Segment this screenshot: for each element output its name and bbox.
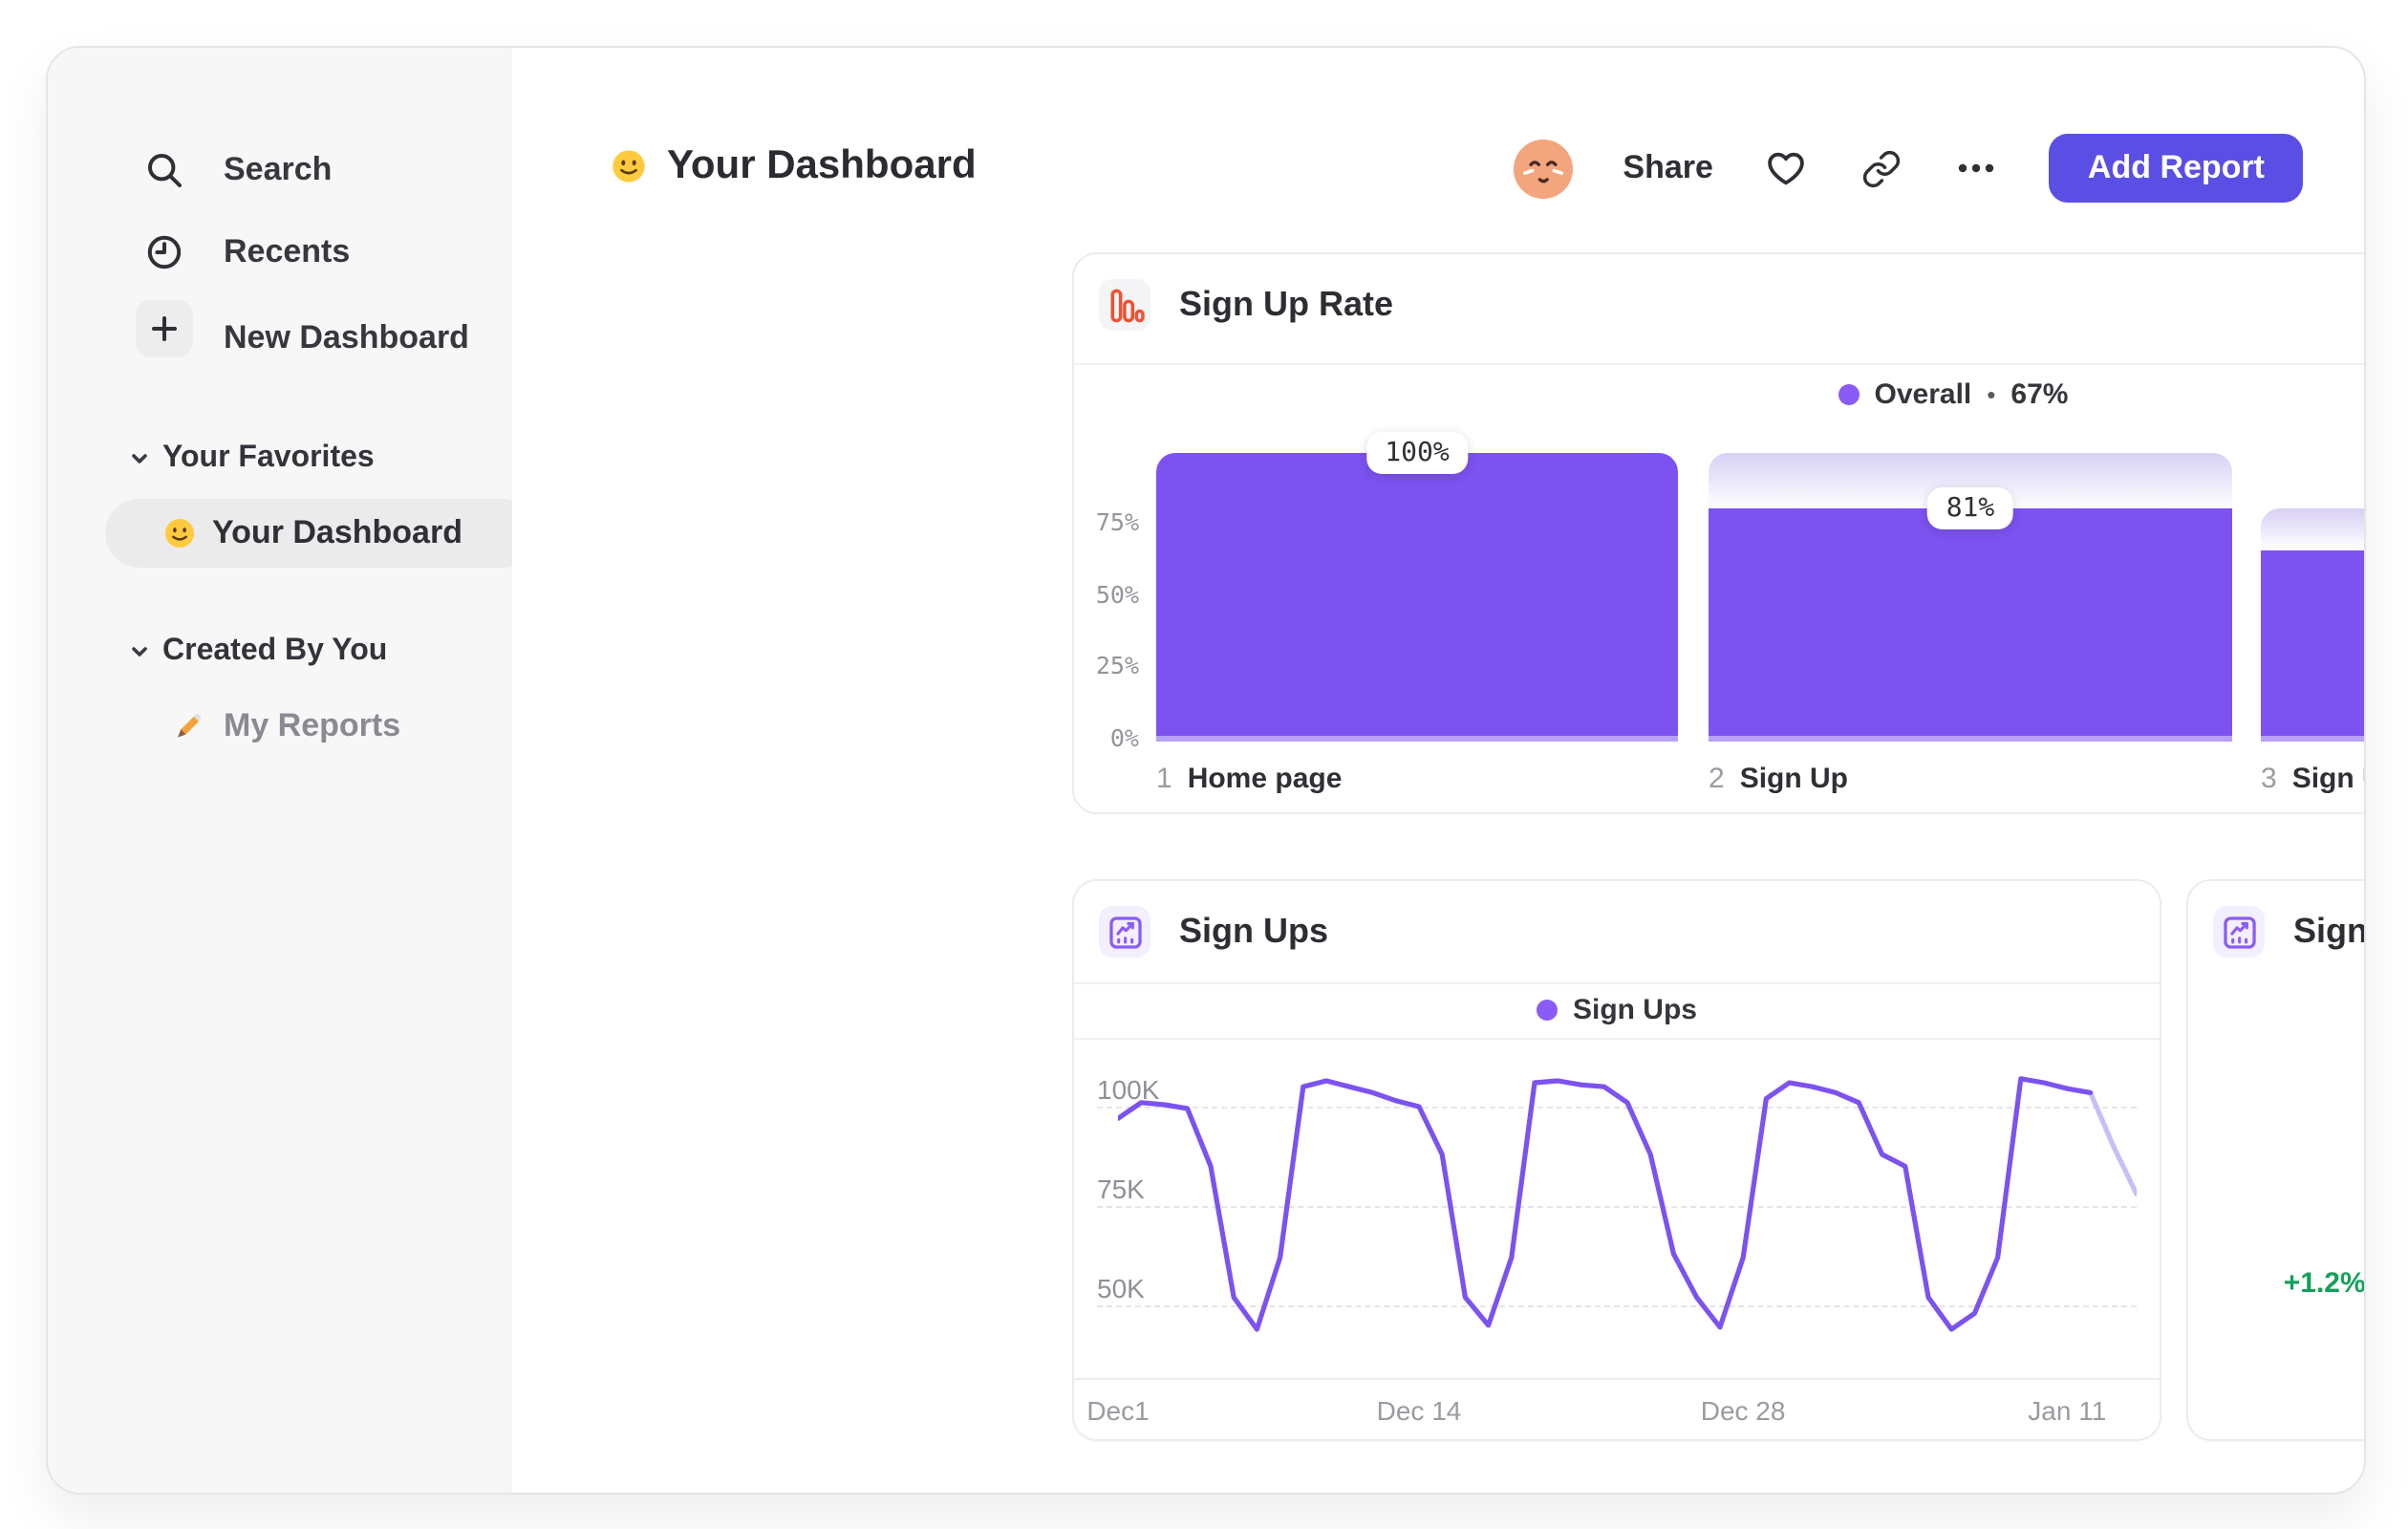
smiley-emoji-icon — [162, 516, 197, 550]
card-title: Sign Ups Today — [2293, 912, 2366, 950]
funnel-chart-icon — [1099, 279, 1150, 331]
step-number: 1 — [1156, 763, 1172, 795]
conversion-label: 100% — [1365, 432, 1469, 474]
stat-delta: +1.2% compared to previous period — [2188, 1267, 2366, 1300]
sign-ups-card: Sign Ups Sign Ups 100K 75K 50K — [1072, 879, 2161, 1441]
x-axis-tick: Dec 14 — [1376, 1395, 1462, 1426]
line-legend[interactable]: Sign Ups — [1074, 980, 2160, 1040]
sidebar-item-search[interactable]: Search — [48, 140, 512, 201]
funnel-bar — [1156, 453, 1678, 742]
line-chart-icon — [2213, 906, 2265, 958]
x-axis-line — [1074, 1378, 2160, 1380]
x-axis-tick: Dec 28 — [1700, 1395, 1786, 1426]
sidebar-item-label: Recents — [224, 233, 351, 269]
funnel-dropoff-gradient — [2261, 507, 2364, 550]
card-header: Sign Up Rate — [1074, 254, 2364, 365]
section-header-label: Created By You — [162, 635, 388, 667]
sidebar-section-created-by-you[interactable]: Created By You — [48, 629, 512, 675]
funnel-step-bar: 81% — [1709, 254, 2232, 812]
sign-ups-line-chart — [1118, 1076, 2137, 1332]
card-title: Sign Ups — [1179, 912, 1329, 950]
plus-icon-box — [136, 300, 193, 357]
line-plot-area: 100K 75K 50K — [1074, 1038, 2160, 1378]
delta-value: +1.2% — [2283, 1267, 2366, 1300]
funnel-step-label: 1 Home page — [1156, 763, 1342, 795]
sidebar-item-label: Search — [224, 151, 333, 187]
card-header: Sign Ups Today — [2188, 881, 2366, 982]
step-number: 3 — [2261, 763, 2277, 795]
funnel-bar — [1709, 507, 2232, 743]
y-axis-tick: 100K — [1097, 1074, 1160, 1105]
recents-icon — [145, 233, 183, 271]
stat-value: 100K — [2188, 1057, 2364, 1193]
funnel-legend[interactable]: Overall • 67% — [1074, 369, 2364, 419]
y-axis-tick: 25% — [1095, 651, 1139, 680]
step-name: Home page — [1187, 763, 1343, 795]
gridline — [1097, 1107, 2137, 1109]
y-axis-tick: 0% — [1109, 723, 1139, 752]
step-number: 2 — [1709, 763, 1725, 795]
chevron-down-icon — [128, 640, 151, 663]
legend-dot — [1838, 383, 1860, 404]
y-axis-tick: 50% — [1095, 579, 1139, 608]
legend-separator: • — [1987, 379, 1996, 408]
more-options-icon[interactable] — [1954, 145, 2000, 191]
avatar[interactable] — [1514, 139, 1574, 198]
add-report-button[interactable]: Add Report — [2049, 134, 2303, 203]
funnel-step-bar: 82% — [2261, 254, 2364, 812]
sidebar-item-your-dashboard[interactable]: Your Dashboard — [105, 499, 537, 568]
legend-value: 67% — [2010, 377, 2069, 410]
legend-dot — [1536, 999, 1558, 1020]
sidebar-item-label: New Dashboard — [224, 319, 469, 355]
app-panel: Search Recents New Dashboard Your Favori… — [46, 46, 2366, 1495]
share-button[interactable]: Share — [1623, 149, 1713, 185]
sidebar-item-label: Your Dashboard — [212, 514, 462, 550]
plus-icon — [152, 316, 177, 341]
funnel-bar — [2261, 549, 2364, 743]
smiley-emoji-icon — [610, 147, 648, 185]
pencil-icon — [170, 707, 204, 742]
conversion-label: 81% — [1926, 486, 2014, 529]
sidebar-section-your-favorites[interactable]: Your Favorites — [48, 436, 512, 482]
main-content: Your Dashboard Share Add Report — [512, 48, 2364, 1493]
sign-ups-today-card: Sign Ups Today 100K Unique Users +1.2% c… — [2186, 879, 2366, 1441]
y-axis-tick: 75% — [1095, 506, 1139, 536]
step-name: Sign Up Confirmation — [2291, 763, 2364, 795]
stat-label: Unique Users — [2188, 1202, 2364, 1242]
x-axis-tick: Dec1 — [1086, 1395, 1150, 1426]
sidebar-item-recents[interactable]: Recents — [48, 222, 512, 283]
sidebar-item-my-reports[interactable]: My Reports — [48, 698, 512, 751]
sign-up-rate-card: Sign Up Rate Overall • 67% 75% 50% 25% 0… — [1072, 252, 2364, 814]
y-axis-tick: 50K — [1097, 1273, 1145, 1303]
card-title: Sign Up Rate — [1179, 285, 1394, 323]
funnel-step-bar: 100% — [1156, 254, 1678, 812]
funnel-step-label: 3 Sign Up Confirmation — [2261, 763, 2364, 795]
page-title: Your Dashboard — [610, 143, 977, 189]
search-icon — [145, 151, 183, 189]
funnel-step-label: 2 Sign Up — [1709, 763, 1848, 795]
section-header-label: Your Favorites — [162, 441, 375, 474]
chevron-down-icon — [128, 447, 151, 470]
legend-label: Sign Ups — [1572, 993, 1697, 1025]
copy-link-icon[interactable] — [1859, 145, 1904, 191]
line-chart-icon — [1099, 906, 1150, 958]
legend-label: Overall — [1874, 377, 1972, 410]
gridline — [1097, 1206, 2137, 1208]
page-title-text: Your Dashboard — [667, 143, 977, 187]
x-axis-tick: Jan 11 — [2028, 1395, 2107, 1426]
favorite-heart-icon[interactable] — [1763, 145, 1809, 191]
sidebar-item-new-dashboard[interactable]: New Dashboard — [48, 300, 512, 369]
sidebar-item-label: My Reports — [224, 707, 401, 743]
sidebar: Search Recents New Dashboard Your Favori… — [48, 48, 537, 1493]
y-axis-tick: 75K — [1097, 1174, 1145, 1204]
card-header: Sign Ups — [1074, 881, 2160, 984]
step-name: Sign Up — [1739, 763, 1849, 795]
gridline — [1097, 1305, 2137, 1307]
header-actions: Share Add Report — [1514, 132, 2303, 205]
